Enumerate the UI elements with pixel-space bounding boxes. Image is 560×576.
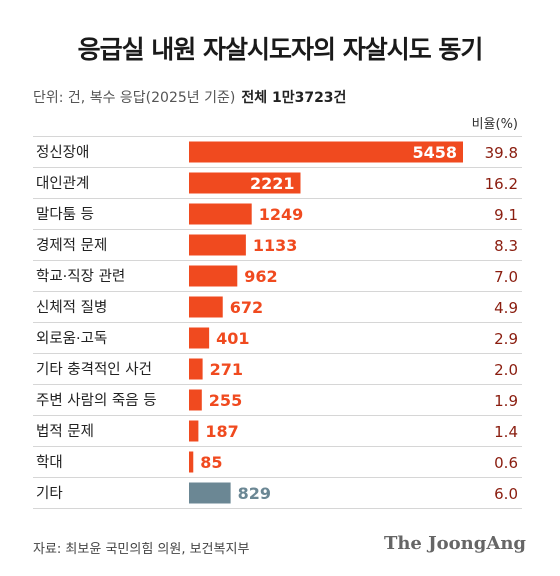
- bar: [189, 420, 199, 442]
- bar: [189, 358, 203, 380]
- category-label: 정신장애: [36, 144, 89, 161]
- unit-note: 단위: 건, 복수 응답(2025년 기준): [33, 90, 236, 106]
- percent-label: 2.0: [494, 361, 518, 379]
- chart-title: 응급실 내원 자살시도자의 자살시도 동기: [77, 35, 484, 64]
- category-label: 법적 문제: [36, 423, 94, 440]
- percent-label: 8.3: [494, 237, 518, 255]
- bar: [189, 141, 463, 163]
- value-label: 255: [209, 391, 242, 410]
- value-label: 187: [205, 422, 238, 441]
- bar: [189, 172, 301, 194]
- percent-label: 4.9: [494, 299, 518, 317]
- category-label: 경제적 문제: [36, 237, 107, 254]
- bar: [189, 234, 246, 256]
- bar: [189, 296, 223, 318]
- chart-subtitle: 단위: 건, 복수 응답(2025년 기준) 전체 1만3723건: [33, 87, 346, 107]
- category-label: 대인관계: [36, 175, 89, 192]
- value-label: 271: [210, 360, 243, 379]
- value-label: 401: [216, 329, 249, 348]
- value-label: 1249: [259, 205, 304, 224]
- category-label: 주변 사람의 죽음 등: [36, 392, 157, 409]
- bar: [189, 203, 252, 225]
- total-count: 전체 1만3723건: [241, 90, 347, 106]
- bar: [189, 265, 238, 287]
- value-label: 672: [230, 298, 263, 317]
- percent-label: 9.1: [494, 206, 518, 224]
- value-label: 829: [238, 484, 271, 503]
- category-label: 말다툼 등: [36, 206, 94, 223]
- category-label: 학교·직장 관련: [36, 268, 125, 285]
- percent-label: 16.2: [485, 175, 518, 193]
- value-label: 2221: [250, 174, 295, 193]
- value-label: 85: [200, 453, 222, 472]
- percent-header: 비율(%): [472, 117, 518, 132]
- percent-label: 39.8: [485, 144, 518, 162]
- category-label: 기타: [36, 485, 63, 502]
- percent-label: 7.0: [494, 268, 518, 286]
- category-label: 신체적 질병: [36, 299, 107, 316]
- percent-label: 6.0: [494, 485, 518, 503]
- percent-label: 2.9: [494, 330, 518, 348]
- value-label: 1133: [253, 236, 298, 255]
- value-label: 5458: [412, 143, 457, 162]
- category-label: 기타 충격적인 사건: [36, 361, 152, 378]
- category-label: 외로움·고독: [36, 330, 107, 347]
- value-label: 962: [244, 267, 277, 286]
- percent-label: 1.9: [494, 392, 518, 410]
- bar: [189, 389, 202, 411]
- bar: [189, 451, 194, 473]
- brand-logo: The JoongAng: [383, 533, 526, 554]
- bar: [189, 327, 210, 349]
- source-note: 자료: 최보윤 국민의힘 의원, 보건복지부: [33, 542, 250, 557]
- percent-label: 1.4: [494, 423, 518, 441]
- bar: [189, 482, 231, 504]
- percent-label: 0.6: [494, 454, 518, 472]
- category-label: 학대: [36, 454, 63, 471]
